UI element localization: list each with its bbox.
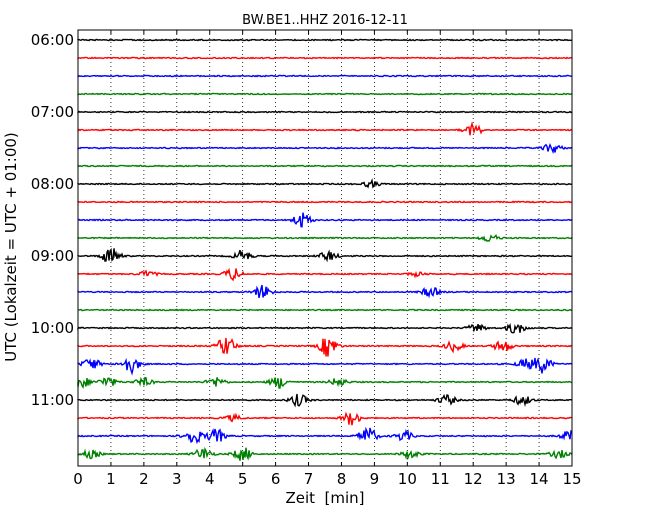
x-tick-label: 11	[431, 470, 450, 488]
y-tick-label: 11:00	[31, 391, 74, 409]
x-tick-label: 6	[271, 470, 281, 488]
trace-0830	[77, 212, 573, 228]
trace-1030	[77, 357, 573, 376]
trace-0900	[77, 247, 573, 263]
trace-0645	[77, 92, 573, 96]
trace-0600	[77, 38, 573, 42]
y-tick-label: 07:00	[31, 103, 74, 121]
x-tick-label: 8	[337, 470, 347, 488]
x-tick-label: 12	[464, 470, 483, 488]
x-tick-label: 9	[370, 470, 380, 488]
x-tick-label: 14	[530, 470, 549, 488]
y-tick-label: 09:00	[31, 247, 74, 265]
y-tick-label: 10:00	[31, 319, 74, 337]
trace-1130	[77, 426, 573, 445]
trace-0800	[77, 178, 573, 189]
trace-0815	[77, 200, 572, 204]
trace-1115	[77, 411, 573, 426]
trace-group	[77, 38, 573, 461]
trace-0930	[77, 284, 573, 299]
x-tick-label: 4	[205, 470, 215, 488]
plot-frame	[77, 29, 573, 467]
trace-0945	[77, 308, 573, 312]
trace-1000	[77, 322, 573, 334]
x-tick-label: 0	[73, 470, 83, 488]
trace-0715	[77, 121, 573, 136]
chart-title: BW.BE1..HHZ 2016-12-11	[242, 13, 408, 28]
x-tick-label: 10	[398, 470, 417, 488]
y-tick-label: 08:00	[31, 175, 74, 193]
trace-0630	[77, 74, 573, 78]
y-axis: 06:00 07:00 08:00 09:00 10:00 11:00	[31, 31, 82, 409]
trace-1015	[77, 337, 573, 357]
x-tick-label: 3	[172, 470, 182, 488]
x-tick-label: 5	[238, 470, 248, 488]
trace-0615	[77, 56, 573, 60]
trace-0700	[77, 110, 573, 114]
x-axis: 0 1 2 3 4 5 6 7 8 9 10 11 12 13 14 15	[73, 30, 582, 488]
trace-1145	[77, 446, 573, 461]
y-tick-label: 06:00	[31, 31, 74, 49]
y-axis-label: UTC (Lokalzeit = UTC + 01:00)	[2, 132, 20, 362]
trace-0745	[77, 164, 573, 168]
trace-1045	[77, 376, 573, 389]
x-tick-label: 15	[562, 470, 581, 488]
trace-0730	[77, 142, 573, 155]
grid-lines	[110, 30, 540, 466]
trace-0915	[77, 267, 573, 282]
trace-1100	[77, 393, 573, 408]
x-axis-label: Zeit [min]	[285, 489, 364, 507]
x-tick-label: 1	[106, 470, 116, 488]
trace-0845	[77, 234, 573, 243]
x-tick-label: 2	[139, 470, 149, 488]
x-tick-label: 7	[304, 470, 314, 488]
x-tick-label: 13	[497, 470, 516, 488]
